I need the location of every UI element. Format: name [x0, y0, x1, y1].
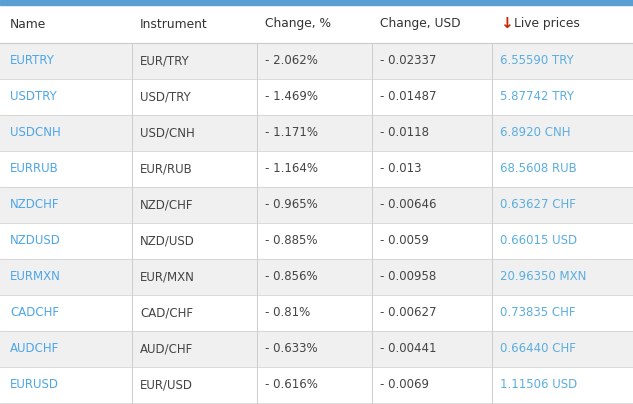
Text: - 0.0069: - 0.0069: [380, 379, 429, 391]
Text: NZD/USD: NZD/USD: [140, 234, 195, 248]
Text: ↓: ↓: [500, 17, 513, 32]
Text: 0.66015 USD: 0.66015 USD: [500, 234, 577, 248]
Text: - 0.00646: - 0.00646: [380, 198, 437, 212]
Text: - 0.0118: - 0.0118: [380, 126, 429, 139]
Text: AUD/CHF: AUD/CHF: [140, 343, 193, 356]
Text: EURUSD: EURUSD: [10, 379, 59, 391]
Text: Live prices: Live prices: [514, 17, 580, 30]
Bar: [0, 115, 633, 151]
Text: EURTRY: EURTRY: [10, 55, 55, 67]
Text: EURRUB: EURRUB: [10, 162, 59, 175]
Text: AUDCHF: AUDCHF: [10, 343, 60, 356]
Text: - 0.633%: - 0.633%: [265, 343, 318, 356]
Text: 5.87742 TRY: 5.87742 TRY: [500, 90, 574, 103]
Bar: [0, 0, 633, 5]
Text: USD/CNH: USD/CNH: [140, 126, 195, 139]
Text: 68.5608 RUB: 68.5608 RUB: [500, 162, 577, 175]
Text: Instrument: Instrument: [140, 17, 208, 30]
Text: - 1.469%: - 1.469%: [265, 90, 318, 103]
Text: 0.63627 CHF: 0.63627 CHF: [500, 198, 576, 212]
Bar: [0, 331, 633, 367]
Text: NZDUSD: NZDUSD: [10, 234, 61, 248]
Text: USD/TRY: USD/TRY: [140, 90, 191, 103]
Text: NZD/CHF: NZD/CHF: [140, 198, 194, 212]
Text: CADCHF: CADCHF: [10, 307, 59, 320]
Bar: [0, 223, 633, 259]
Text: EUR/MXN: EUR/MXN: [140, 271, 195, 284]
Text: EUR/RUB: EUR/RUB: [140, 162, 193, 175]
Text: - 0.856%: - 0.856%: [265, 271, 318, 284]
Text: 1.11506 USD: 1.11506 USD: [500, 379, 577, 391]
Text: Change, %: Change, %: [265, 17, 331, 30]
Text: - 0.00958: - 0.00958: [380, 271, 436, 284]
Text: 0.66440 CHF: 0.66440 CHF: [500, 343, 576, 356]
Bar: [0, 367, 633, 403]
Text: EUR/TRY: EUR/TRY: [140, 55, 190, 67]
Bar: [0, 151, 633, 187]
Text: - 2.062%: - 2.062%: [265, 55, 318, 67]
Text: - 1.171%: - 1.171%: [265, 126, 318, 139]
Text: Name: Name: [10, 17, 46, 30]
Bar: [0, 259, 633, 295]
Text: 20.96350 MXN: 20.96350 MXN: [500, 271, 586, 284]
Text: - 0.00441: - 0.00441: [380, 343, 437, 356]
Text: - 0.81%: - 0.81%: [265, 307, 310, 320]
Text: - 0.00627: - 0.00627: [380, 307, 437, 320]
Text: - 1.164%: - 1.164%: [265, 162, 318, 175]
Text: 0.73835 CHF: 0.73835 CHF: [500, 307, 575, 320]
Bar: [0, 5, 633, 43]
Text: USDTRY: USDTRY: [10, 90, 57, 103]
Text: NZDCHF: NZDCHF: [10, 198, 60, 212]
Bar: [0, 187, 633, 223]
Text: EURMXN: EURMXN: [10, 271, 61, 284]
Text: CAD/CHF: CAD/CHF: [140, 307, 193, 320]
Bar: [0, 295, 633, 331]
Text: - 0.965%: - 0.965%: [265, 198, 318, 212]
Text: 6.55590 TRY: 6.55590 TRY: [500, 55, 573, 67]
Bar: [0, 43, 633, 79]
Text: - 0.616%: - 0.616%: [265, 379, 318, 391]
Text: Change, USD: Change, USD: [380, 17, 461, 30]
Text: - 0.01487: - 0.01487: [380, 90, 437, 103]
Bar: [0, 79, 633, 115]
Text: USDCNH: USDCNH: [10, 126, 61, 139]
Text: - 0.885%: - 0.885%: [265, 234, 318, 248]
Text: - 0.0059: - 0.0059: [380, 234, 429, 248]
Text: EUR/USD: EUR/USD: [140, 379, 193, 391]
Text: - 0.013: - 0.013: [380, 162, 422, 175]
Text: 6.8920 CNH: 6.8920 CNH: [500, 126, 570, 139]
Text: - 0.02337: - 0.02337: [380, 55, 436, 67]
